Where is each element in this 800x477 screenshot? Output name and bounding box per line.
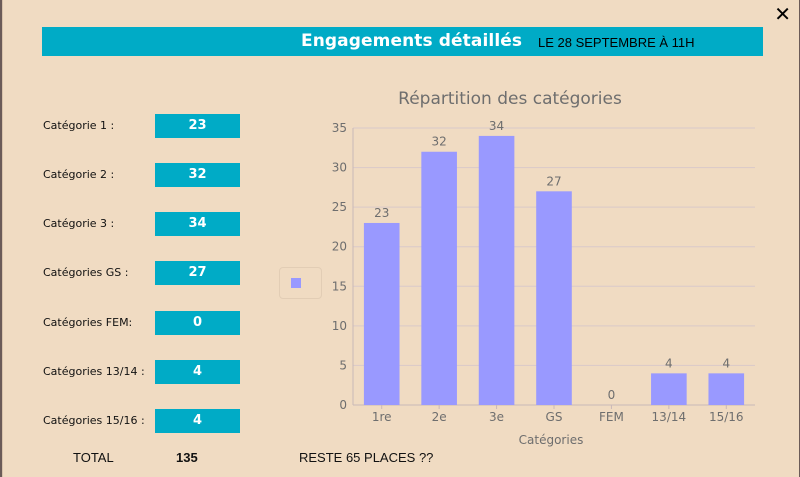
- dialog-date: LE 28 SEPTEMBRE À 11H: [538, 35, 695, 50]
- legend-swatch-icon: [291, 278, 301, 288]
- remaining-places: RESTE 65 PLACES ??: [299, 450, 434, 465]
- x-tick-label: 1re: [372, 410, 392, 424]
- y-tick-label: 15: [332, 279, 347, 293]
- chart-legend[interactable]: [279, 267, 322, 299]
- x-tick-label: GS: [546, 410, 563, 424]
- category-value: 32: [155, 163, 240, 187]
- chart-title: Répartition des catégories: [398, 89, 622, 109]
- x-tick-label: 3e: [489, 410, 504, 424]
- x-tick-label: FEM: [599, 410, 624, 424]
- total-label: TOTAL: [73, 450, 114, 465]
- data-label: 0: [608, 388, 616, 402]
- x-tick-label: 2e: [432, 410, 447, 424]
- category-label: Catégorie 2 :: [43, 168, 115, 181]
- category-label: Catégories FEM:: [43, 316, 133, 329]
- data-label: 32: [432, 135, 447, 149]
- data-label: 27: [546, 174, 561, 188]
- category-value: 4: [155, 360, 240, 384]
- data-label: 4: [665, 356, 673, 370]
- y-tick-label: 20: [332, 240, 347, 254]
- data-label: 34: [489, 119, 504, 133]
- category-value: 4: [155, 409, 240, 433]
- category-value: 23: [155, 114, 240, 138]
- total-value: 135: [176, 450, 198, 465]
- bar-3e[interactable]: [478, 135, 515, 405]
- x-tick-label: 15/16: [709, 410, 744, 424]
- data-label: 23: [374, 206, 389, 220]
- y-tick-label: 30: [332, 161, 347, 175]
- category-label: Catégories 15/16 :: [43, 414, 145, 427]
- chart-x-axis-title: Catégories: [519, 433, 584, 447]
- category-label: Catégories GS :: [43, 266, 129, 279]
- dialog-header: Engagements détaillés LE 28 SEPTEMBRE À …: [42, 27, 763, 56]
- category-value: 34: [155, 212, 240, 236]
- y-tick-label: 25: [332, 200, 347, 214]
- bar-1re[interactable]: [363, 222, 400, 405]
- bar-15/16[interactable]: [708, 373, 745, 405]
- bar-13/14[interactable]: [651, 373, 687, 405]
- y-tick-label: 35: [332, 121, 347, 135]
- bar-GS[interactable]: [536, 191, 572, 405]
- category-label: Catégories 13/14 :: [43, 365, 145, 378]
- y-tick-label: 0: [339, 398, 347, 412]
- dialog-title: Engagements détaillés: [301, 31, 523, 51]
- data-label: 4: [722, 356, 730, 370]
- category-value: 0: [155, 311, 240, 335]
- category-label: Catégorie 1 :: [43, 119, 115, 132]
- bar-2e[interactable]: [421, 151, 457, 405]
- close-icon[interactable]: ✕: [774, 2, 791, 26]
- category-label: Catégorie 3 :: [43, 217, 115, 230]
- x-tick-label: 13/14: [652, 410, 687, 424]
- y-tick-label: 10: [332, 319, 347, 333]
- category-value: 27: [155, 261, 240, 285]
- y-tick-label: 5: [339, 358, 347, 372]
